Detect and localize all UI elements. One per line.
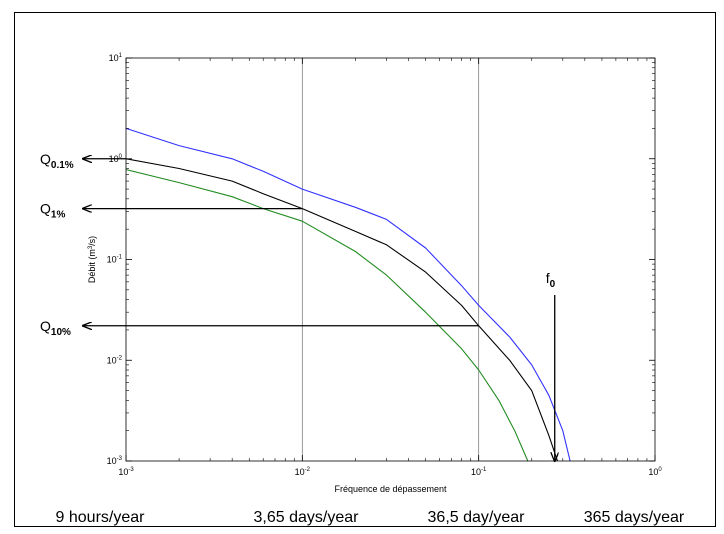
series-line-2	[125, 169, 529, 462]
x-tick-label-1: 10-2	[295, 467, 311, 477]
frequency-label-2: 36,5 day/year	[428, 509, 526, 526]
x-tick-label-2: 10-1	[471, 467, 487, 477]
y-tick-label-1: 10-2	[107, 355, 123, 365]
q-label-0: Q0.1%	[40, 151, 74, 171]
bottom-labels-layer: 9 hours/year 3,65 days/year 36,5 day/year 3…	[56, 509, 685, 526]
frequency-label-1: 3,65 days/year	[254, 509, 360, 526]
series-line-0	[125, 127, 571, 462]
x-axis-label: Fréquence de dépassement	[334, 484, 447, 494]
series-line-1	[125, 158, 559, 462]
y-axis-label: Débit (m3/s)	[87, 236, 97, 283]
frequency-label-0: 9 hours/year	[56, 509, 146, 526]
plot-area	[126, 58, 655, 461]
x-tick-label-3: 100	[648, 467, 662, 477]
q-label-1: Q1%	[40, 201, 65, 221]
y-tick-label-0: 10-3	[107, 456, 123, 466]
q-label-2: Q10%	[40, 318, 71, 338]
y-tick-label-2: 10-1	[107, 255, 123, 265]
frequency-label-3: 365 days/year	[584, 509, 685, 526]
gridlines	[301, 58, 480, 461]
x-tick-label-0: 10-3	[118, 467, 134, 477]
f0-label: f0	[546, 270, 556, 290]
figure-frame	[14, 12, 716, 527]
series-layer	[125, 127, 571, 462]
annotations-layer: Q0.1% Q1% Q10% f0	[40, 151, 556, 461]
y-tick-label-4: 101	[109, 53, 123, 63]
